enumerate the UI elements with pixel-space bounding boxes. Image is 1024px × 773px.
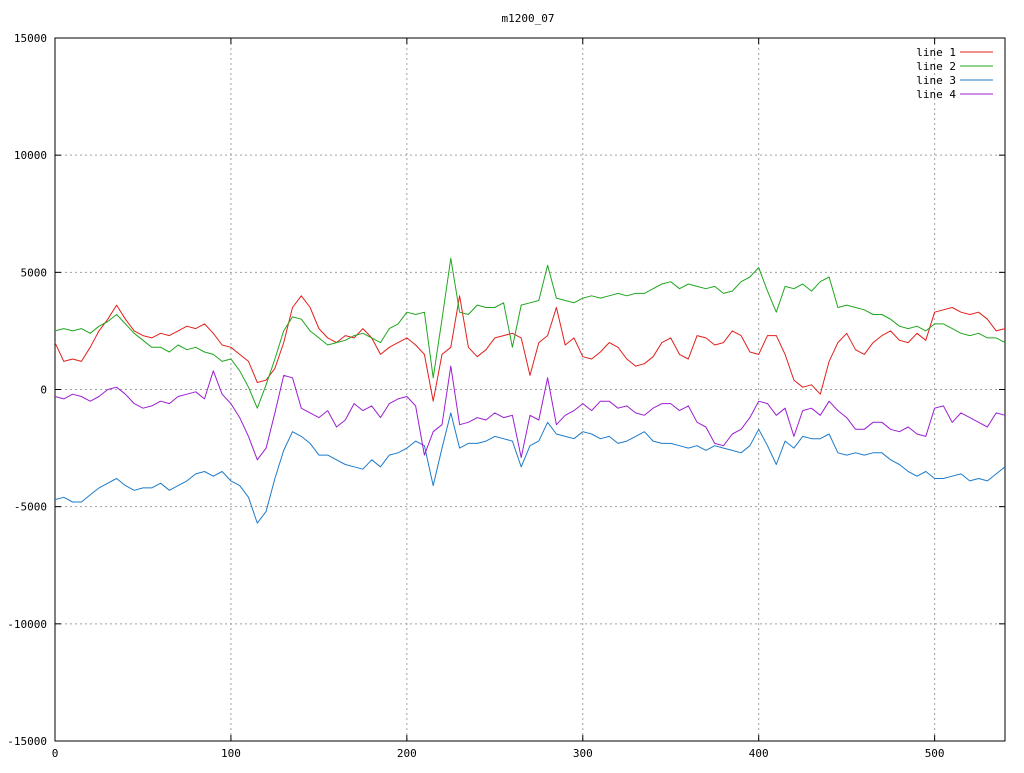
y-tick-label: 15000 xyxy=(14,32,47,45)
x-tick-label: 500 xyxy=(925,747,945,760)
chart-title: m1200_07 xyxy=(502,12,555,25)
x-tick-label: 100 xyxy=(221,747,241,760)
series-line-2 xyxy=(54,257,1006,409)
series-line-1 xyxy=(54,295,1006,402)
y-tick-label: -10000 xyxy=(7,618,47,631)
y-tick-label: 0 xyxy=(40,384,47,397)
y-tick-label: -15000 xyxy=(7,735,47,748)
series-line-3 xyxy=(54,412,1006,524)
x-tick-label: 400 xyxy=(749,747,769,760)
series-line-4 xyxy=(54,365,1006,461)
grid xyxy=(55,38,1005,741)
y-tick-label: -5000 xyxy=(14,501,47,514)
y-tick-label: 10000 xyxy=(14,149,47,162)
legend-label-3: line 3 xyxy=(916,74,956,87)
x-tick-label: 0 xyxy=(52,747,59,760)
x-tick-label: 300 xyxy=(573,747,593,760)
legend-label-1: line 1 xyxy=(916,46,956,59)
y-tick-label: 5000 xyxy=(21,266,48,279)
axes: 0 100 200 300 400 500 -15000 -10000 -5000 0 5000 10… xyxy=(7,32,1005,760)
x-tick-label: 200 xyxy=(397,747,417,760)
legend-label-2: line 2 xyxy=(916,60,956,73)
legend-label-4: line 4 xyxy=(916,88,956,101)
series-lines xyxy=(54,257,1006,524)
